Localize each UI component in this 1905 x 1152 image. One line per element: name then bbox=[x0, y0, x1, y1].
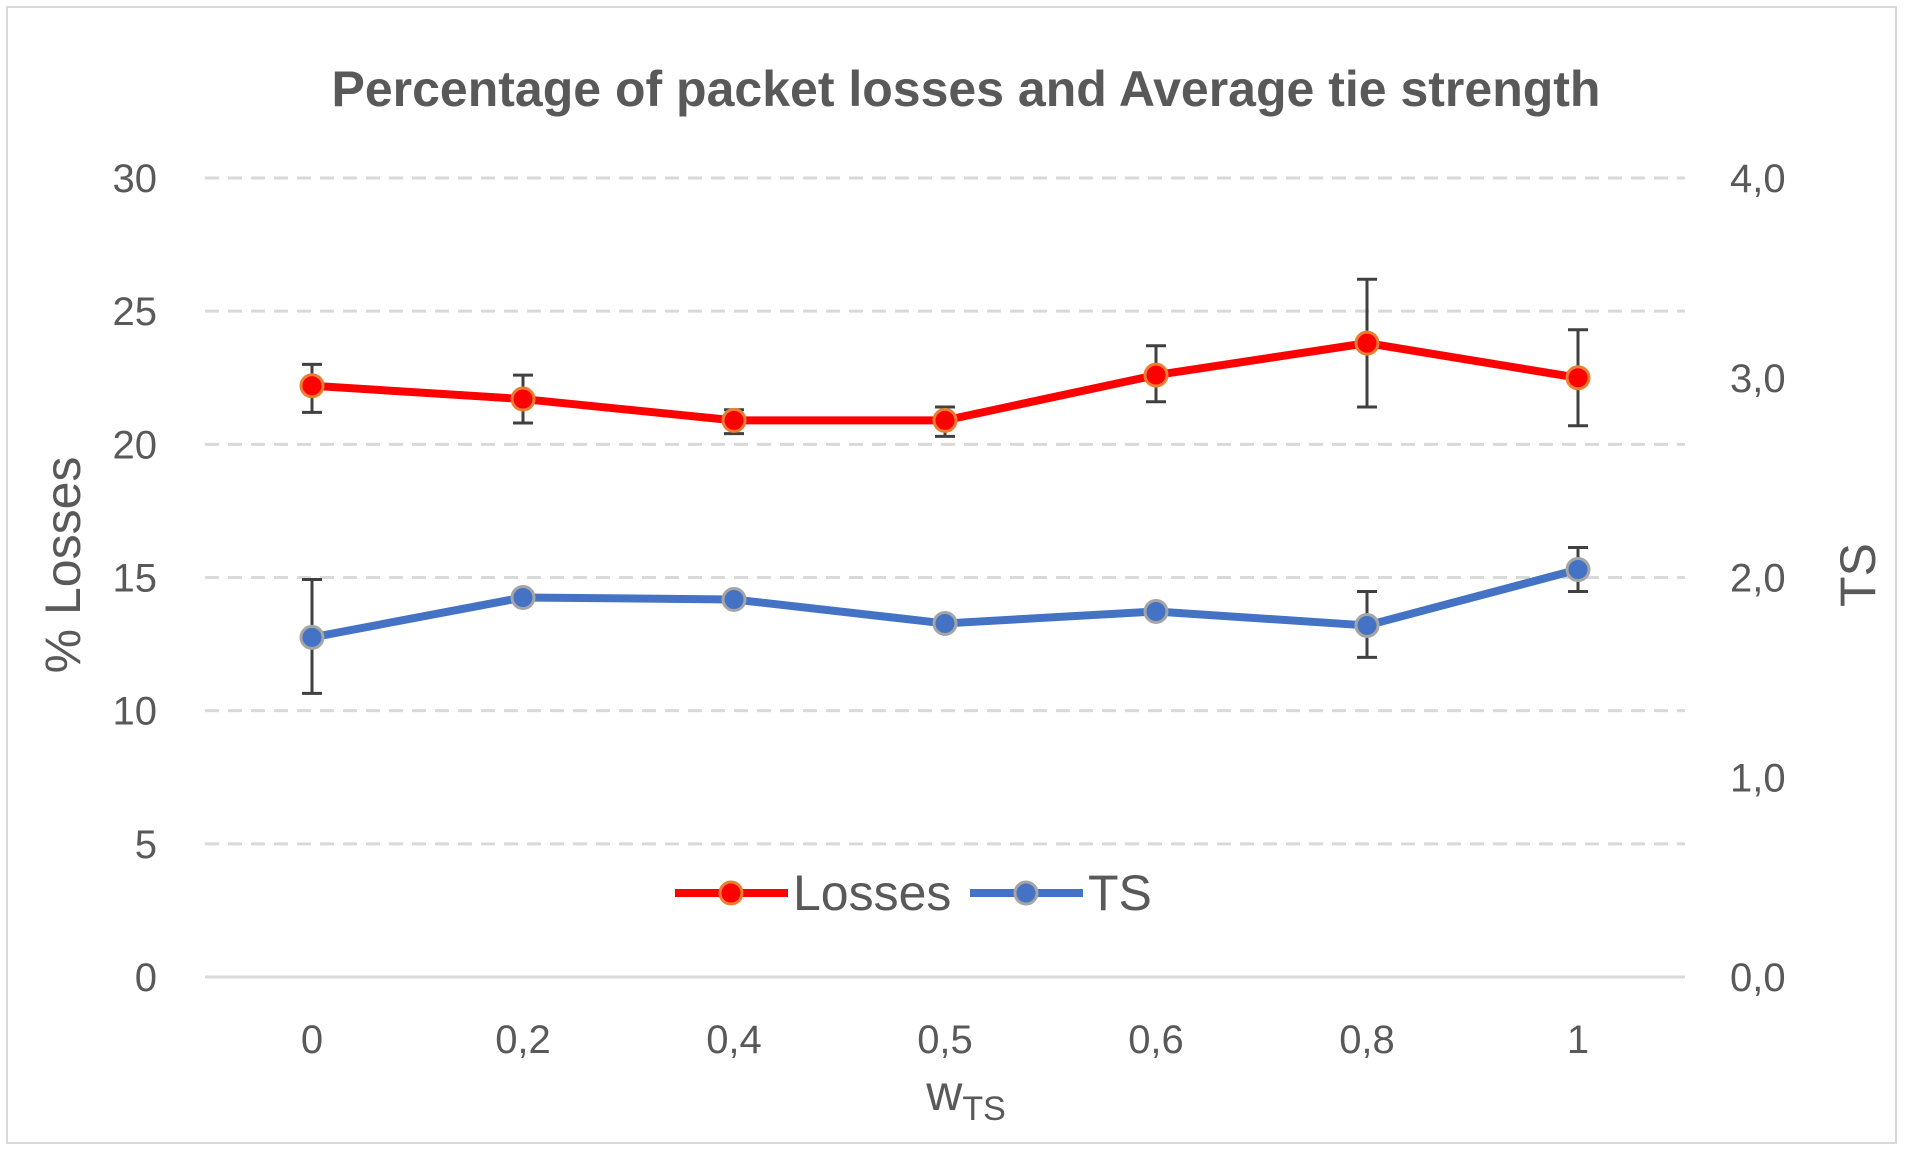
x-axis-title: wTS bbox=[925, 1065, 1006, 1128]
x-tick-label: 0,5 bbox=[917, 1018, 973, 1062]
data-point-losses bbox=[510, 386, 536, 412]
y2-tick-label: 2,0 bbox=[1730, 557, 1786, 601]
y-tick-label: 10 bbox=[113, 690, 158, 734]
y2-tick-label: 1,0 bbox=[1730, 756, 1786, 800]
y2-tick-label: 4,0 bbox=[1730, 157, 1786, 201]
x-tick-label: 0,4 bbox=[706, 1018, 762, 1062]
x-axis-ticks: 0 0,2 0,4 0,5 0,6 0,8 1 bbox=[301, 1018, 1589, 1062]
x-axis-title-main: w bbox=[925, 1065, 963, 1121]
data-point-ts bbox=[932, 610, 958, 636]
data-point-ts bbox=[1354, 612, 1380, 638]
series-losses bbox=[299, 277, 1591, 438]
data-point-losses bbox=[1143, 362, 1169, 388]
data-point-ts bbox=[1565, 557, 1591, 583]
legend-label-losses: Losses bbox=[793, 865, 951, 921]
legend-marker-ts bbox=[1013, 880, 1039, 906]
series-layer bbox=[299, 277, 1591, 695]
legend-label-ts: TS bbox=[1088, 865, 1152, 921]
x-tick-label: 0 bbox=[301, 1018, 323, 1062]
y-tick-label: 5 bbox=[135, 823, 157, 867]
data-point-losses bbox=[721, 407, 747, 433]
legend-marker-losses bbox=[718, 880, 744, 906]
data-point-ts bbox=[510, 584, 536, 610]
data-point-losses bbox=[1354, 330, 1380, 356]
y-tick-label: 25 bbox=[113, 290, 158, 334]
x-tick-label: 0,6 bbox=[1128, 1018, 1184, 1062]
data-point-ts bbox=[721, 586, 747, 612]
y-axis-right-ticks: 0,0 1,0 2,0 3,0 4,0 bbox=[1730, 157, 1786, 1000]
x-axis-title-sub: TS bbox=[962, 1090, 1005, 1128]
data-point-losses bbox=[1565, 365, 1591, 391]
y2-tick-label: 3,0 bbox=[1730, 357, 1786, 401]
y-tick-label: 20 bbox=[113, 423, 158, 467]
gridlines bbox=[205, 176, 1685, 979]
series-ts bbox=[299, 546, 1591, 695]
y-tick-label: 30 bbox=[113, 157, 158, 201]
y-axis-right-title: TS bbox=[1830, 543, 1886, 607]
data-point-losses bbox=[932, 407, 958, 433]
data-point-losses bbox=[299, 373, 325, 399]
y-axis-left-title: % Losses bbox=[35, 457, 91, 674]
x-tick-label: 0,8 bbox=[1339, 1018, 1395, 1062]
data-point-ts bbox=[299, 624, 325, 650]
x-tick-label: 0,2 bbox=[495, 1018, 551, 1062]
legend: Losses TS bbox=[675, 865, 1152, 921]
y-tick-label: 15 bbox=[113, 557, 158, 601]
y2-tick-label: 0,0 bbox=[1730, 956, 1786, 1000]
y-tick-label: 0 bbox=[135, 956, 157, 1000]
chart-title: Percentage of packet losses and Average … bbox=[332, 61, 1601, 117]
data-point-ts bbox=[1143, 598, 1169, 624]
y-axis-left-ticks: 0 5 10 15 20 25 30 bbox=[113, 157, 158, 1000]
x-tick-label: 1 bbox=[1567, 1018, 1589, 1062]
